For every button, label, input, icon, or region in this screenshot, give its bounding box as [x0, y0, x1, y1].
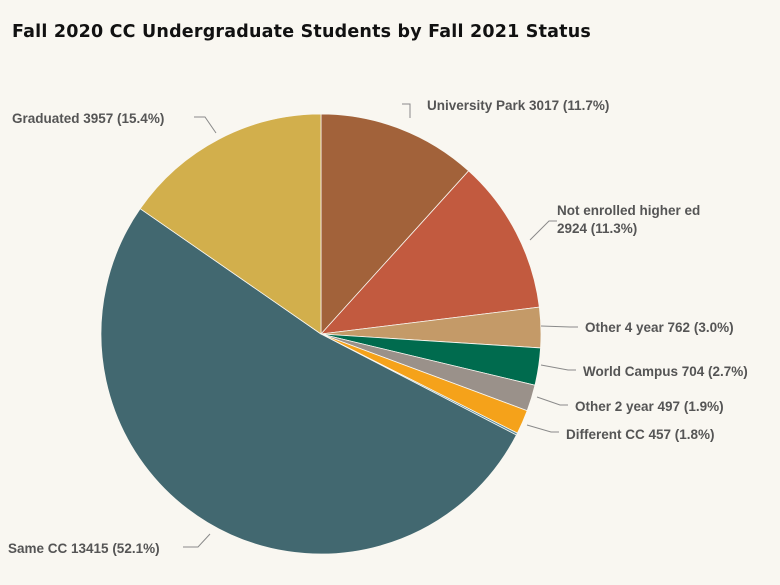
leader-line	[540, 325, 578, 328]
slice-label: World Campus 704 (2.7%)	[583, 364, 748, 379]
slice-label: Other 4 year 762 (3.0%)	[585, 320, 734, 335]
slice-label: University Park 3017 (11.7%)	[427, 98, 609, 113]
leader-line	[536, 396, 568, 406]
leader-line	[402, 103, 411, 118]
pie-slice-not-enrolled-higher-ed	[319, 170, 540, 335]
slice-label: Different CC 457 (1.8%)	[566, 427, 715, 442]
leader-line	[526, 424, 559, 433]
slice-label: 2924 (11.3%)	[557, 221, 637, 236]
slice-label: Same CC 13415 (52.1%)	[8, 541, 160, 556]
pie-slice-same-cc	[100, 208, 517, 555]
leader-line	[194, 116, 217, 134]
leader-line	[183, 533, 211, 548]
slice-label: Other 2 year 497 (1.9%)	[575, 399, 724, 414]
pie-slice-graduated	[139, 113, 322, 335]
slice-label: Graduated 3957 (15.4%)	[12, 111, 164, 126]
chart-title: Fall 2020 CC Undergraduate Students by F…	[12, 22, 592, 42]
leader-line	[529, 220, 557, 241]
pie-slice-university-park	[320, 113, 470, 336]
slice-label: Not enrolled higher ed	[557, 203, 700, 218]
leader-line	[540, 364, 576, 371]
